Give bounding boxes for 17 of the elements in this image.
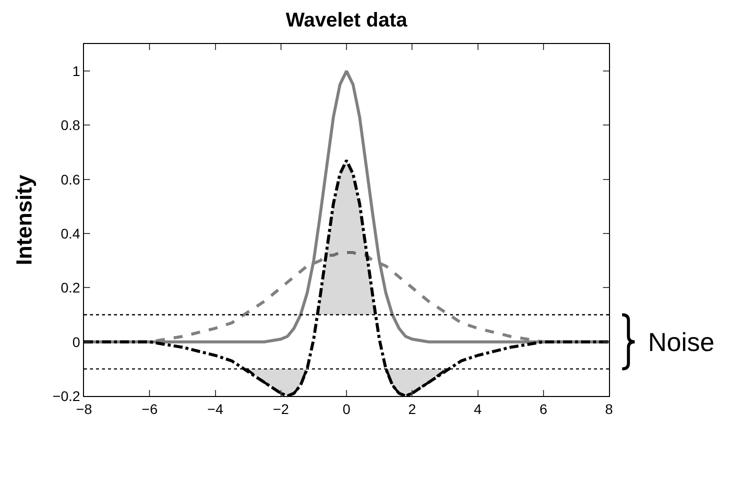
y-axis-title: Intensity [11, 174, 36, 266]
y-tick-label: 1 [72, 62, 80, 79]
x-tick-label: −4 [207, 400, 224, 417]
x-tick-label: 2 [408, 400, 416, 417]
x-tick-label: −2 [272, 400, 290, 417]
y-tick-label: 0.8 [60, 117, 80, 134]
y-tick-label: 0.2 [60, 280, 80, 296]
text: Noise [648, 327, 714, 357]
x-tick-label: −6 [142, 400, 158, 417]
x-tick-label: 4 [474, 400, 482, 417]
y-tick-label: 0.6 [60, 171, 80, 188]
chart-title: Wavelet data [286, 9, 408, 32]
y-tick-label: 0.4 [60, 225, 80, 242]
x-tick-label: 0 [342, 400, 351, 417]
y-tick-label: 0 [72, 334, 80, 350]
x-tick-label: 8 [605, 400, 614, 417]
x-tick-label: 6 [539, 400, 548, 417]
